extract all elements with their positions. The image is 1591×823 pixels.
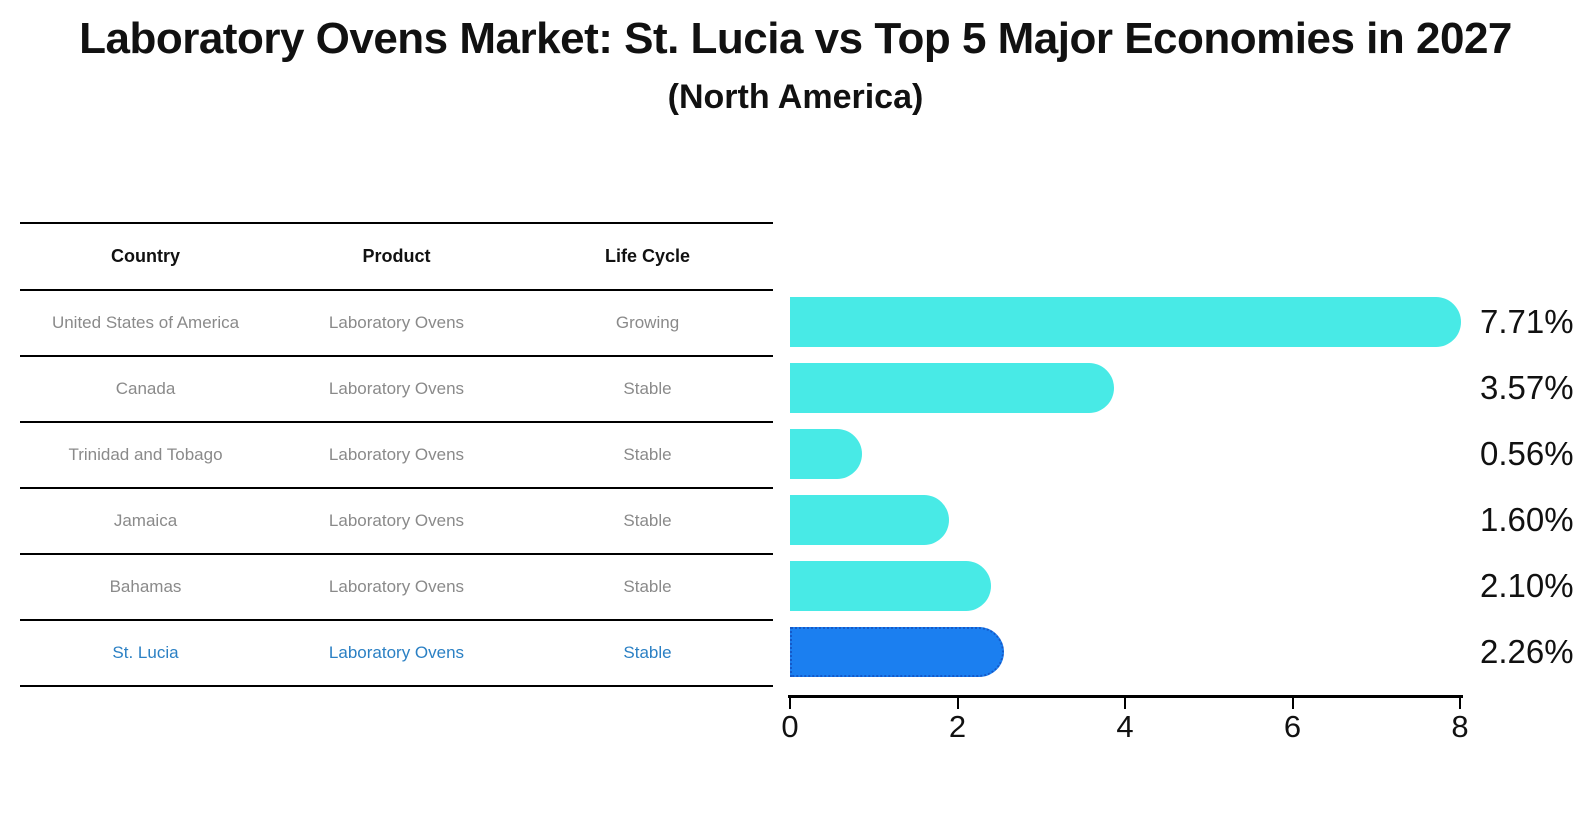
column-header-country: Country bbox=[111, 246, 180, 266]
value-label: 3.57% bbox=[1480, 369, 1574, 406]
x-tick-label: 4 bbox=[1116, 709, 1134, 744]
bar-canada bbox=[790, 363, 1114, 413]
bar-jamaica bbox=[790, 495, 949, 545]
cell-lifecycle: Growing bbox=[615, 313, 680, 332]
value-label: 7.71% bbox=[1480, 303, 1574, 340]
table-row: United States of America Laboratory Oven… bbox=[20, 289, 773, 355]
chart-title: Laboratory Ovens Market: St. Lucia vs To… bbox=[79, 14, 1512, 63]
cell-lifecycle: Stable bbox=[623, 511, 672, 530]
cell-product: Laboratory Ovens bbox=[328, 511, 465, 530]
table-row: Bahamas Laboratory Ovens Stable bbox=[20, 553, 773, 619]
column-header-lifecycle: Life Cycle bbox=[604, 246, 691, 266]
x-tick-label: 8 bbox=[1451, 709, 1469, 744]
cell-country: Bahamas bbox=[109, 577, 182, 596]
cell-country: United States of America bbox=[51, 313, 240, 332]
value-label: 2.26% bbox=[1480, 633, 1574, 670]
table-row: Canada Laboratory Ovens Stable bbox=[20, 355, 773, 421]
x-tick-label: 6 bbox=[1283, 709, 1302, 744]
x-tick-label: 2 bbox=[948, 709, 967, 744]
cell-product: Laboratory Ovens bbox=[328, 379, 465, 398]
cell-product: Laboratory Ovens bbox=[328, 445, 465, 464]
column-header-product: Product bbox=[362, 246, 431, 266]
value-label: 2.10% bbox=[1480, 567, 1574, 604]
x-axis-line bbox=[788, 695, 1463, 698]
x-axis-tick bbox=[956, 698, 959, 709]
cell-country: Canada bbox=[115, 379, 176, 398]
bar-trinidad-and-tobago bbox=[790, 429, 862, 479]
x-axis-tick bbox=[789, 698, 791, 709]
bar-united-states-of-america bbox=[790, 297, 1461, 347]
bar-st-lucia bbox=[790, 627, 1005, 677]
cell-lifecycle: Stable bbox=[623, 577, 672, 596]
table-header-row: Country Product Life Cycle bbox=[20, 224, 773, 289]
cell-product: Laboratory Ovens bbox=[328, 577, 465, 596]
cell-country: St. Lucia bbox=[112, 643, 179, 662]
cell-lifecycle: Stable bbox=[623, 445, 672, 464]
country-table: Country Product Life Cycle United States… bbox=[20, 222, 773, 687]
x-axis-tick bbox=[1124, 698, 1126, 709]
x-axis-tick bbox=[1459, 698, 1461, 709]
x-axis-tick bbox=[1291, 698, 1294, 709]
cell-product: Laboratory Ovens bbox=[328, 643, 465, 662]
cell-country: Jamaica bbox=[113, 511, 178, 530]
chart-subtitle: (North America) bbox=[667, 78, 924, 116]
table-row: Trinidad and Tobago Laboratory Ovens Sta… bbox=[20, 421, 773, 487]
value-label: 0.56% bbox=[1480, 435, 1574, 472]
table-row: Jamaica Laboratory Ovens Stable bbox=[20, 487, 773, 553]
cell-lifecycle: Stable bbox=[623, 643, 672, 662]
table-row-st-lucia: St. Lucia Laboratory Ovens Stable bbox=[20, 619, 773, 687]
bar-bahamas bbox=[790, 561, 991, 611]
cell-country: Trinidad and Tobago bbox=[68, 445, 223, 464]
cell-lifecycle: Stable bbox=[623, 379, 672, 398]
x-tick-label: 0 bbox=[781, 709, 799, 744]
value-label: 1.60% bbox=[1480, 501, 1574, 538]
cell-product: Laboratory Ovens bbox=[328, 313, 465, 332]
